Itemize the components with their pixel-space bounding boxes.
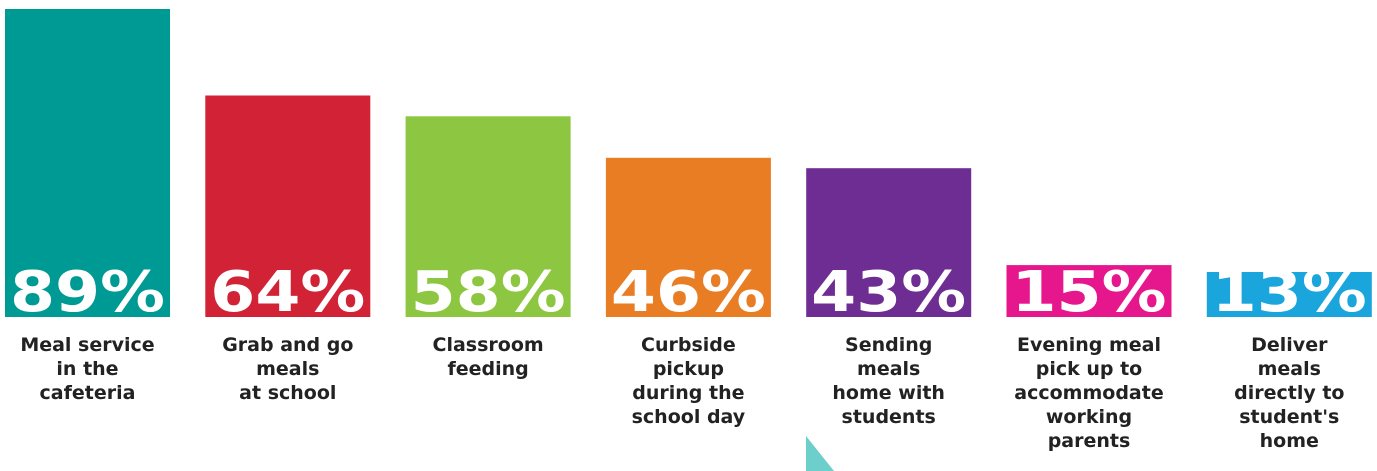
bar-5 bbox=[806, 168, 972, 317]
category-label-4-line-1: Curbside bbox=[641, 334, 736, 356]
value-label-6: 15% bbox=[1012, 260, 1167, 325]
value-label-3: 58% bbox=[411, 260, 566, 325]
bar-4 bbox=[605, 157, 771, 317]
bar-2 bbox=[205, 95, 371, 317]
bar-7 bbox=[1206, 272, 1372, 317]
category-label-6-line-3: accommodate bbox=[1014, 382, 1163, 404]
category-label-6-line-4: working bbox=[1046, 406, 1132, 428]
value-label-5: 43% bbox=[811, 260, 966, 325]
category-label-2-line-1: Grab and go bbox=[222, 334, 353, 356]
category-label-2-line-3: at school bbox=[239, 382, 336, 404]
category-label-6-line-2: pick up to bbox=[1036, 358, 1143, 380]
category-label-7-line-2: meals bbox=[1258, 358, 1321, 380]
value-label-1: 89% bbox=[10, 260, 165, 325]
category-label-4-line-4: school day bbox=[632, 406, 746, 428]
labels-layer: 89% 64% 58% 46% 43% 15% 13% bbox=[10, 260, 1367, 325]
category-label-5-line-2: meals bbox=[857, 358, 920, 380]
category-label-7-line-3: directly to bbox=[1234, 382, 1344, 404]
category-label-5-line-4: students bbox=[842, 406, 936, 428]
category-label-4-line-2: pickup bbox=[653, 358, 724, 380]
category-label-6-line-5: parents bbox=[1048, 430, 1131, 452]
category-label-7-line-4: student's bbox=[1239, 406, 1339, 428]
bar-6 bbox=[1006, 265, 1172, 317]
category-label-4-line-3: during the bbox=[632, 382, 744, 404]
category-label-1-line-1: Meal service bbox=[20, 334, 154, 356]
speech-pointer-shape bbox=[806, 436, 834, 471]
value-label-7: 13% bbox=[1212, 260, 1367, 325]
bar-1 bbox=[5, 9, 170, 317]
category-label-5-line-1: Sending bbox=[845, 334, 932, 356]
category-label-7-line-1: Deliver bbox=[1251, 334, 1328, 356]
category-label-3-line-1: Classroom bbox=[433, 334, 544, 356]
bars-layer bbox=[5, 9, 1372, 317]
bar-3 bbox=[405, 116, 571, 317]
category-label-2-line-2: meals bbox=[256, 358, 319, 380]
category-label-1-line-3: cafeteria bbox=[40, 382, 136, 404]
category-label-6-line-1: Evening meal bbox=[1017, 334, 1161, 356]
category-label-5-line-3: home with bbox=[832, 382, 945, 404]
value-label-2: 64% bbox=[210, 260, 365, 325]
category-label-3-line-2: feeding bbox=[447, 358, 528, 380]
category-label-1-line-2: in the bbox=[56, 358, 118, 380]
value-label-4: 46% bbox=[611, 260, 766, 325]
category-label-7-line-5: home bbox=[1260, 430, 1319, 452]
